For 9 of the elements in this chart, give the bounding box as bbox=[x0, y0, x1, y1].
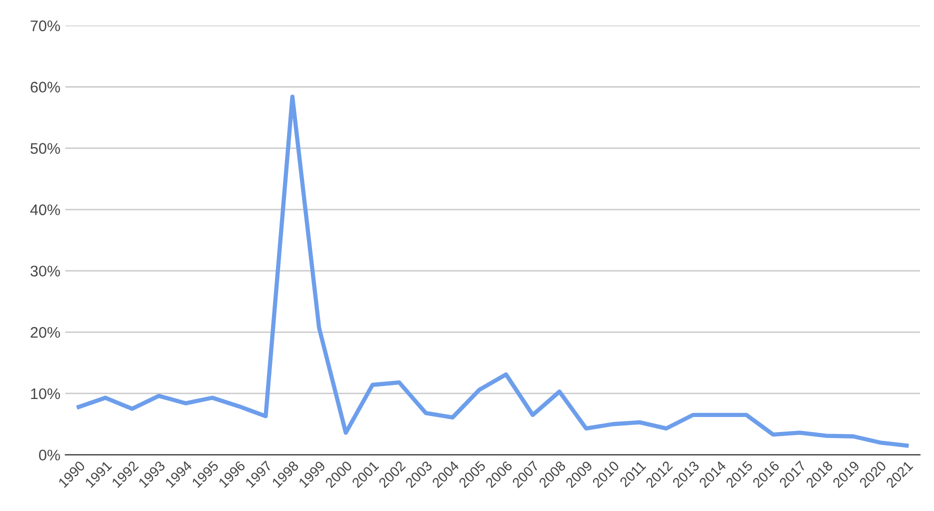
y-tick-label: 0% bbox=[39, 450, 60, 460]
y-tick-label: 30% bbox=[30, 266, 60, 277]
y-tick-label: 50% bbox=[30, 143, 60, 154]
y-tick-label: 40% bbox=[30, 204, 60, 216]
y-tick-label: 60% bbox=[30, 82, 60, 93]
y-tick-label: 10% bbox=[31, 388, 60, 400]
y-tick-label: 20% bbox=[30, 327, 60, 338]
line-series bbox=[76, 94, 909, 448]
y-tick-label: 70% bbox=[30, 20, 60, 32]
